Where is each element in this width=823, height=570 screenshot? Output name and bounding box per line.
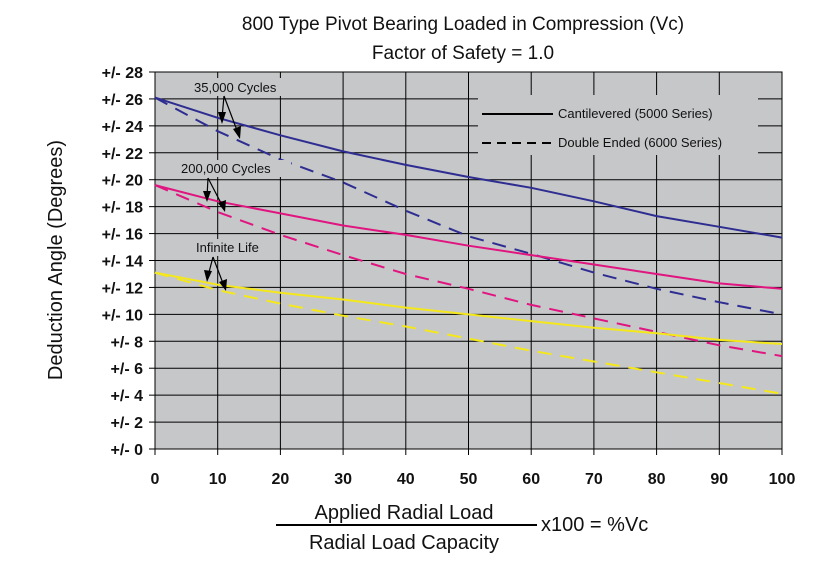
series-line-5 [154, 271, 783, 395]
legend-label-solid: Cantilevered (5000 Series) [558, 106, 713, 121]
x-tick-label: 80 [648, 471, 666, 488]
annotation-arrowhead-infinite-b [219, 279, 227, 291]
x-tick-label: 50 [460, 471, 478, 488]
annotation-arrowhead-200000-a [203, 191, 211, 202]
annotation-200000-cycles: 200,000 Cycles [181, 161, 271, 176]
y-tick-label: +/- 6 [111, 361, 144, 378]
legend: Cantilevered (5000 Series) Double Ended … [478, 95, 758, 155]
x-tick-label: 90 [710, 471, 728, 488]
x-axis: 0 10 20 30 40 50 60 70 80 90 100 [151, 449, 796, 488]
legend-label-dashed: Double Ended (6000 Series) [558, 135, 722, 150]
annotation-arrowhead-200000-b [218, 200, 226, 212]
x-axis-label-numerator: Applied Radial Load [314, 502, 493, 524]
chart-title: 800 Type Pivot Bearing Loaded in Compres… [242, 14, 684, 35]
annotation-bg-35000 [190, 78, 302, 96]
y-tick-label: +/- 20 [102, 173, 143, 190]
series-line-0 [154, 96, 783, 239]
annotation-arrowhead-35000-a [218, 112, 226, 124]
y-tick-label: +/- 16 [102, 227, 143, 244]
series-group [154, 96, 783, 395]
y-axis: +/- 0 +/- 2 +/- 4 +/- 6 +/- 8 +/- 10 +/- 12 +/-… [102, 65, 155, 459]
y-tick-label: +/- 0 [111, 442, 144, 459]
annotations: 35,000 Cycles 200,000 Cycles Infinite Li… [179, 78, 302, 291]
y-tick-label: +/- 22 [102, 146, 143, 163]
x-tick-label: 100 [769, 471, 796, 488]
y-tick-label: +/- 4 [111, 388, 144, 405]
y-tick-label: +/- 10 [102, 307, 143, 324]
annotation-bg-200000 [179, 160, 291, 177]
y-tick-label: +/- 14 [102, 254, 143, 271]
x-tick-label: 60 [522, 471, 540, 488]
y-tick-label: +/- 26 [102, 92, 143, 109]
series-line-3 [154, 184, 783, 358]
series-line-4 [154, 271, 783, 345]
annotation-arrowhead-35000-b [233, 126, 241, 139]
x-tick-label: 20 [272, 471, 290, 488]
y-tick-label: +/- 18 [102, 200, 143, 217]
x-tick-label: 40 [397, 471, 415, 488]
annotation-bg-infinite [193, 239, 277, 256]
y-tick-label: +/- 24 [102, 119, 143, 136]
chart-subtitle: Factor of Safety = 1.0 [372, 43, 554, 64]
annotation-arrow-35000-b [223, 95, 239, 134]
x-tick-label: 70 [585, 471, 603, 488]
annotation-35000-cycles: 35,000 Cycles [194, 80, 277, 95]
y-tick-label: +/- 12 [102, 280, 143, 297]
y-axis-label: Deduction Angle (Degrees) [45, 140, 67, 380]
legend-box [478, 95, 758, 155]
series-line-2 [154, 184, 783, 290]
x-tick-label: 30 [334, 471, 352, 488]
annotation-infinite-life: Infinite Life [196, 240, 259, 255]
series-line-1 [154, 96, 783, 316]
x-tick-label: 10 [209, 471, 227, 488]
annotation-arrowhead-infinite-a [204, 270, 212, 282]
y-tick-label: +/- 8 [111, 334, 144, 351]
x-axis-label-denominator: Radial Load Capacity [309, 532, 499, 554]
y-tick-label: +/- 2 [111, 415, 144, 432]
y-tick-label: +/- 28 [102, 65, 143, 82]
x-tick-label: 0 [151, 471, 160, 488]
x-axis-label-suffix: x100 = %Vc [541, 514, 648, 536]
